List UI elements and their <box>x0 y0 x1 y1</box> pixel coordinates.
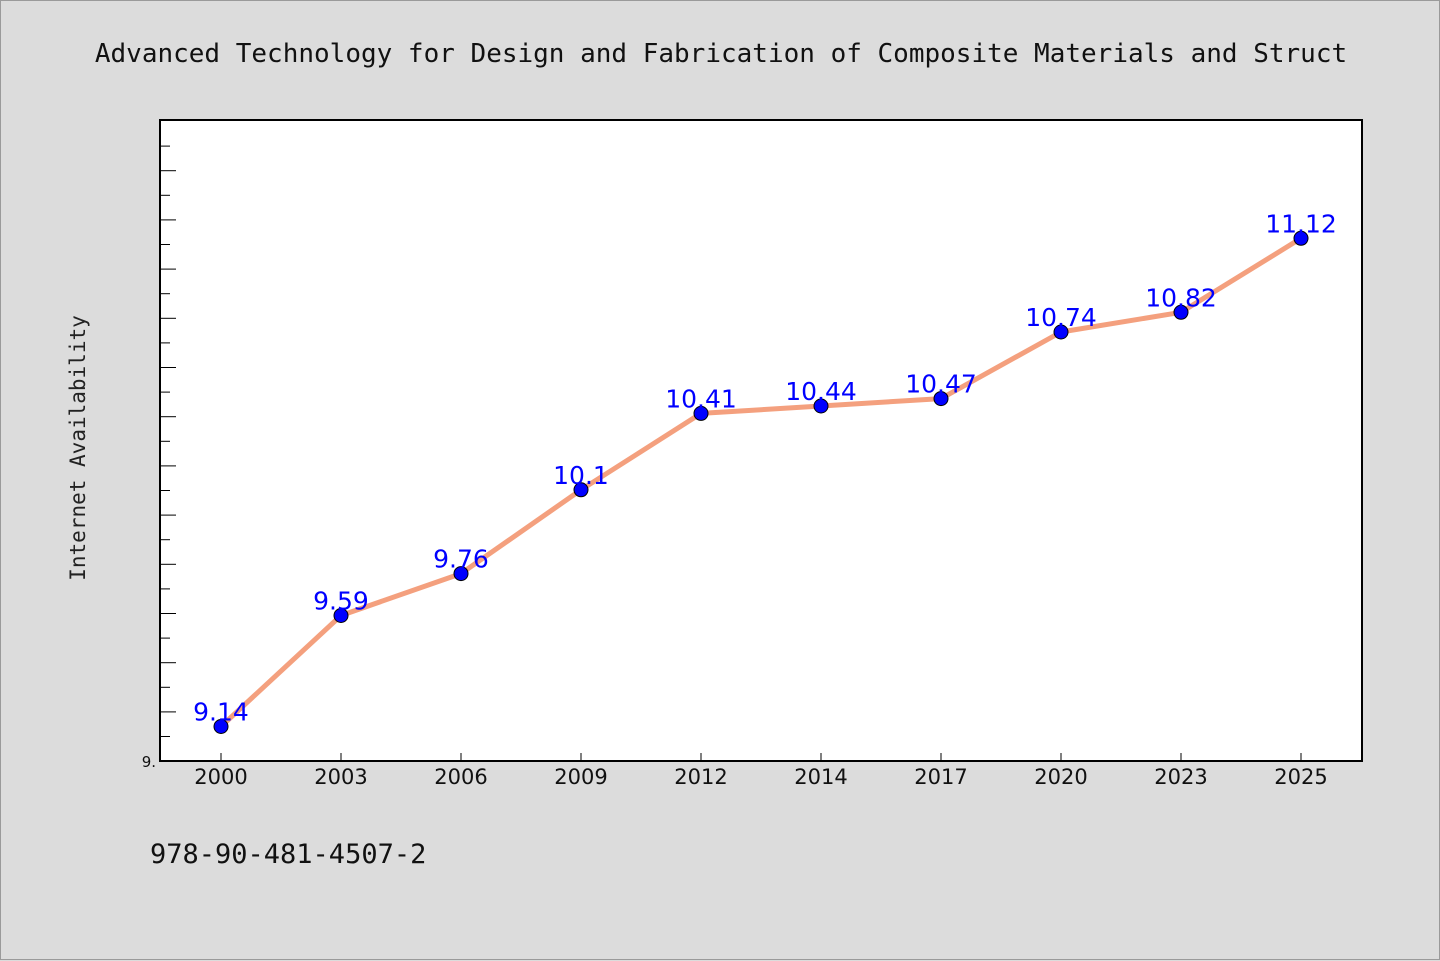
x-tick-label: 2017 <box>914 765 967 789</box>
series-line <box>218 235 1304 729</box>
x-axis-tick-labels: 2000 2003 2006 2009 2012 2014 2017 2020 2023 2025 <box>194 765 1327 789</box>
plot-area <box>159 119 1363 762</box>
x-tick-label: 2014 <box>794 765 847 789</box>
data-point <box>573 482 589 498</box>
data-point <box>1053 324 1069 340</box>
x-tick-label: 2000 <box>194 765 247 789</box>
y-tick-label: 9. <box>142 753 156 771</box>
data-point <box>213 719 229 734</box>
y-axis-minor-ticks <box>160 145 176 737</box>
footer-isbn: 978-90-481-4507-2 <box>150 839 426 870</box>
data-point <box>933 391 949 407</box>
data-point <box>1173 304 1189 320</box>
x-tick-label: 2020 <box>1034 765 1087 789</box>
x-tick-label: 2012 <box>674 765 727 789</box>
y-axis-tick-labels: 9. <box>142 753 156 771</box>
data-label: 10.47 <box>905 370 977 399</box>
data-label: 10.74 <box>1025 303 1097 332</box>
data-labels: 9.14 9.59 9.76 10.1 10.41 10.44 10.47 10.74 10.8… <box>193 209 1337 726</box>
data-label: 11.12 <box>1265 209 1337 238</box>
data-label: 9.59 <box>313 587 369 616</box>
data-label: 10.41 <box>665 384 737 413</box>
data-label: 10.1 <box>553 461 609 490</box>
data-label: 10.82 <box>1145 283 1217 312</box>
y-axis-label: Internet Availability <box>66 315 90 581</box>
chart-title: Advanced Technology for Design and Fabri… <box>95 39 1347 69</box>
x-axis-ticks <box>220 753 1302 761</box>
data-point <box>453 566 469 582</box>
x-tick-label: 2006 <box>434 765 487 789</box>
data-point <box>1293 230 1309 246</box>
x-tick-label: 2023 <box>1154 765 1207 789</box>
x-tick-label: 2003 <box>314 765 367 789</box>
x-tick-label: 2009 <box>554 765 607 789</box>
data-point <box>333 608 349 623</box>
x-tick-label: 2025 <box>1274 765 1327 789</box>
data-point <box>813 398 829 414</box>
data-label: 9.14 <box>193 698 249 727</box>
data-label: 10.44 <box>785 377 857 406</box>
series-group <box>213 230 1309 734</box>
data-label: 9.76 <box>433 545 489 574</box>
data-point <box>693 405 709 421</box>
